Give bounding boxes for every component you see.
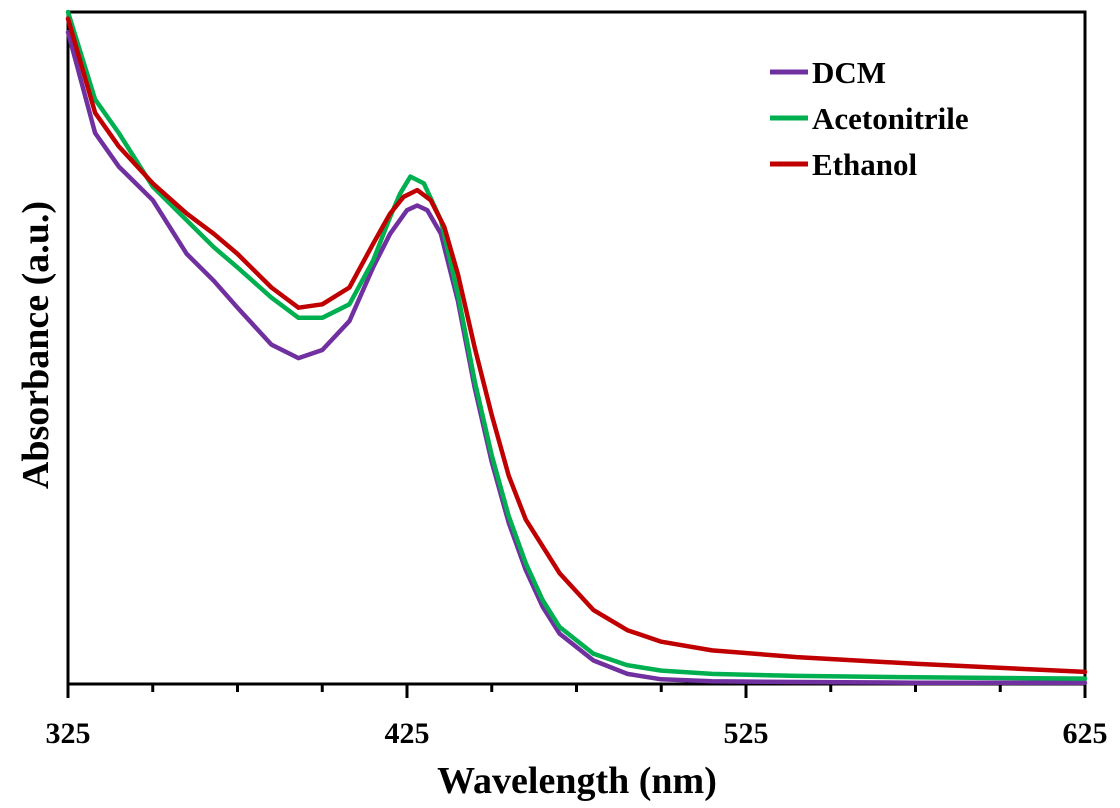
y-axis-title: Absorbance (a.u.)	[15, 201, 57, 489]
legend-label-ethanol: Ethanol	[812, 147, 917, 182]
series-line-acetonitrile	[65, 9, 1088, 681]
legend-label-dcm: DCM	[812, 55, 886, 90]
x-tick-label: 425	[385, 717, 430, 750]
series-lines	[65, 9, 1088, 685]
x-axis-ticks	[66, 684, 1087, 698]
x-axis-tick-labels: 325 425 525 625	[46, 717, 1108, 750]
plot-area	[66, 10, 1087, 686]
x-tick-label: 625	[1063, 717, 1108, 750]
legend: DCM Acetonitrile Ethanol	[770, 55, 969, 182]
x-axis-title: Wavelength (nm)	[437, 760, 717, 802]
legend-label-acetonitrile: Acetonitrile	[812, 101, 969, 136]
x-tick-label: 325	[46, 717, 91, 750]
series-line-ethanol	[65, 16, 1088, 675]
series-line-dcm	[65, 29, 1088, 685]
x-tick-label: 525	[724, 717, 769, 750]
